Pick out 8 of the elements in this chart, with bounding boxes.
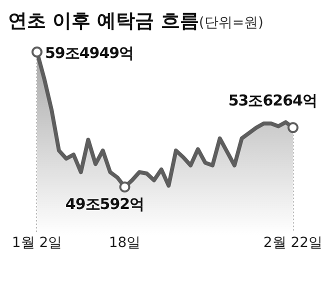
chart-title: 연초 이후 예탁금 흐름: [8, 10, 199, 32]
chart-subtitle: (단위=원): [198, 15, 264, 31]
x-tick-label: 18일: [108, 235, 141, 251]
annotation: 53조6264억: [228, 92, 317, 110]
annotation: 49조592억: [65, 195, 144, 213]
x-tick-label: 2월 22일: [263, 235, 323, 251]
annotation: 59조4949억: [45, 44, 134, 62]
x-tick-label: 1월 2일: [12, 235, 62, 251]
